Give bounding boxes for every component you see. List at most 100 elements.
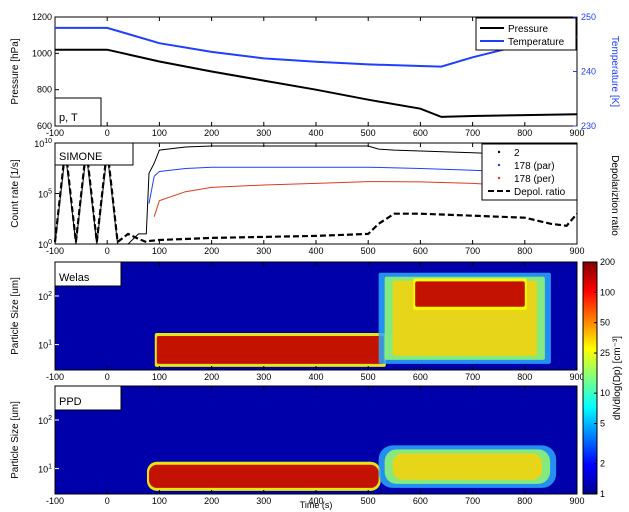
ppd-region-1 bbox=[378, 445, 557, 488]
pt-series-pressure bbox=[55, 48, 578, 118]
colorbar-tick-label-1: 2 bbox=[600, 459, 605, 469]
ppd-region-1-core bbox=[392, 453, 543, 480]
x-tick-label-3-10: 900 bbox=[569, 496, 584, 506]
x-tick-label-0-0: -100 bbox=[46, 128, 64, 138]
pt-legend-label-0: Pressure bbox=[508, 24, 548, 35]
simone-panel-label: SIMONE bbox=[59, 151, 102, 163]
simone-y-axis-label: Count rate [1/s] bbox=[10, 159, 21, 228]
colorbar-tick-label-5: 50 bbox=[600, 318, 610, 328]
x-tick-label-1-0: -100 bbox=[46, 246, 64, 256]
x-tick-label-2-5: 400 bbox=[308, 372, 323, 382]
colorbar-tick-label-6: 100 bbox=[600, 287, 615, 297]
x-tick-label-2-10: 900 bbox=[569, 372, 584, 382]
welas-panel-label-box bbox=[54, 261, 122, 287]
x-tick-label-1-8: 700 bbox=[465, 246, 480, 256]
x-tick-label-3-3: 200 bbox=[204, 496, 219, 506]
x-tick-label-1-1: 0 bbox=[105, 246, 110, 256]
x-tick-label-0-5: 400 bbox=[308, 128, 323, 138]
x-tick-label-1-3: 200 bbox=[204, 246, 219, 256]
pt-panel-label: p, T bbox=[59, 112, 78, 124]
colorbar-label: dN/dlog(Dp) [cm⁻³] bbox=[612, 336, 623, 420]
pt-legend-label-1: Temperature bbox=[508, 37, 565, 48]
welas-panel-label: Welas bbox=[59, 272, 90, 284]
simone-legend-label-2: 178 (per) bbox=[514, 174, 555, 185]
welas-region-0 bbox=[154, 333, 386, 367]
x-tick-label-1-9: 800 bbox=[517, 246, 532, 256]
x-tick-label-2-9: 800 bbox=[517, 372, 532, 382]
simone-series-1 bbox=[148, 166, 578, 204]
simone-y-tick-label-2: 1010 bbox=[34, 138, 52, 149]
simone-series-3 bbox=[53, 147, 578, 245]
x-tick-label-0-9: 800 bbox=[517, 128, 532, 138]
x-tick-label-3-2: 100 bbox=[152, 496, 167, 506]
x-tick-label-0-2: 100 bbox=[152, 128, 167, 138]
x-tick-label-2-0: -100 bbox=[46, 372, 64, 382]
pt-y2-axis-label: Temperature [K] bbox=[609, 36, 620, 107]
x-tick-label-1-2: 100 bbox=[152, 246, 167, 256]
x-tick-label-0-3: 200 bbox=[204, 128, 219, 138]
ppd-region-0-core bbox=[148, 464, 379, 488]
x-tick-label-1-5: 400 bbox=[308, 246, 323, 256]
colorbar-tick-label-4: 25 bbox=[600, 348, 610, 358]
colorbar-tick-label-2: 5 bbox=[600, 419, 605, 429]
x-tick-label-2-6: 500 bbox=[361, 372, 376, 382]
x-tick-label-0-7: 600 bbox=[413, 128, 428, 138]
pt-legend bbox=[475, 17, 577, 51]
welas-region-0-core bbox=[156, 336, 384, 364]
welas-y-tick-label-0: 101 bbox=[38, 340, 52, 351]
x-tick-label-2-7: 600 bbox=[413, 372, 428, 382]
pt-panel-label-box bbox=[54, 97, 102, 127]
ppd-y-tick-label-0: 101 bbox=[38, 464, 52, 475]
colorbar-tick-label-0: 1 bbox=[600, 489, 605, 499]
ppd-x-axis-label: Time (s) bbox=[300, 500, 333, 510]
colorbar-tick-label-7: 200 bbox=[600, 257, 615, 267]
welas-region-2-core bbox=[415, 281, 525, 307]
simone-legend-label-3: Depol. ratio bbox=[514, 187, 566, 198]
simone-legend-swatch-2 bbox=[497, 176, 501, 180]
pt-y2-tick-label-2: 250 bbox=[581, 12, 596, 22]
pt-y2-tick-label-1: 240 bbox=[581, 67, 596, 77]
x-tick-label-0-1: 0 bbox=[105, 128, 110, 138]
simone-y-tick-label-0: 100 bbox=[38, 239, 52, 250]
simone-legend-label-1: 178 (par) bbox=[514, 161, 555, 172]
simone-legend-label-0: 2 bbox=[514, 148, 520, 159]
simone-y2-axis-label: Depolariztion ratio bbox=[609, 155, 620, 236]
x-tick-label-2-2: 100 bbox=[152, 372, 167, 382]
pt-y-tick-label-1: 800 bbox=[37, 85, 52, 95]
simone-y-tick-label-1: 105 bbox=[38, 189, 52, 200]
ppd-panel-label-box bbox=[54, 385, 122, 411]
x-tick-label-1-10: 900 bbox=[569, 246, 584, 256]
x-tick-label-3-0: -100 bbox=[46, 496, 64, 506]
x-tick-label-2-1: 0 bbox=[105, 372, 110, 382]
pt-y-axis-label: Pressure [hPa] bbox=[10, 38, 21, 104]
x-tick-label-2-4: 300 bbox=[256, 372, 271, 382]
x-tick-label-2-3: 200 bbox=[204, 372, 219, 382]
simone-legend-swatch-0 bbox=[497, 150, 501, 154]
x-tick-label-3-9: 800 bbox=[517, 496, 532, 506]
pt-y-tick-label-2: 1000 bbox=[32, 48, 52, 58]
welas-y-axis-label: Particle Size [um] bbox=[10, 277, 21, 355]
pt-series-temperature bbox=[55, 26, 578, 68]
x-tick-label-3-7: 600 bbox=[413, 496, 428, 506]
pt-y-tick-label-3: 1200 bbox=[32, 12, 52, 22]
colorbar-tick-label-3: 10 bbox=[600, 388, 610, 398]
x-tick-label-2-8: 700 bbox=[465, 372, 480, 382]
ppd-panel-label: PPD bbox=[59, 396, 82, 408]
x-tick-label-3-4: 300 bbox=[256, 496, 271, 506]
x-tick-label-1-6: 500 bbox=[361, 246, 376, 256]
pt-y-tick-label-0: 600 bbox=[37, 121, 52, 131]
x-tick-label-3-1: 0 bbox=[105, 496, 110, 506]
x-tick-label-1-4: 300 bbox=[256, 246, 271, 256]
x-tick-label-0-8: 700 bbox=[465, 128, 480, 138]
ppd-region-0 bbox=[146, 461, 381, 491]
simone-legend-swatch-1 bbox=[497, 163, 501, 167]
ppd-y-tick-label-1: 102 bbox=[38, 415, 52, 426]
x-tick-label-3-8: 700 bbox=[465, 496, 480, 506]
x-tick-label-3-5: 400 bbox=[308, 496, 323, 506]
ppd-y-axis-label: Particle Size [um] bbox=[10, 401, 21, 479]
x-tick-label-0-10: 900 bbox=[569, 128, 584, 138]
pt-y2-tick-label-0: 230 bbox=[581, 121, 596, 131]
welas-region-2 bbox=[413, 278, 527, 310]
colorbar bbox=[582, 261, 598, 495]
